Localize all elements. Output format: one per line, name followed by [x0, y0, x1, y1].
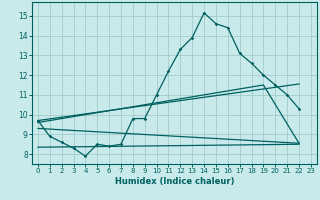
X-axis label: Humidex (Indice chaleur): Humidex (Indice chaleur) — [115, 177, 234, 186]
